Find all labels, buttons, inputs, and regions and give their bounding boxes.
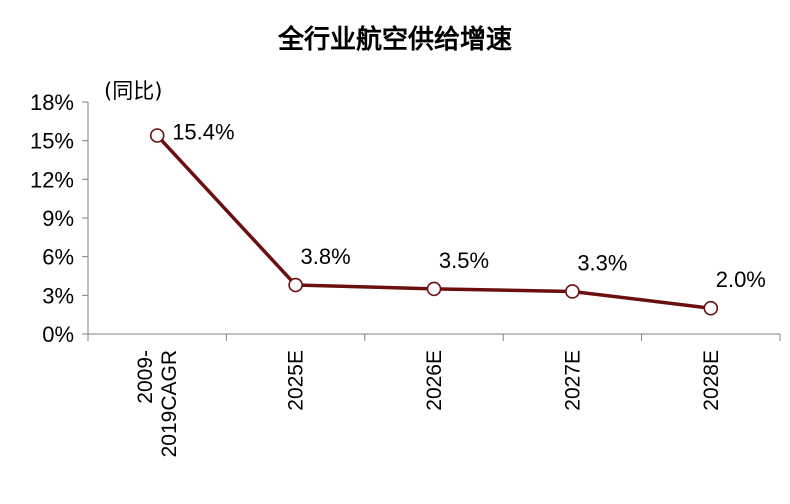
data-point (149, 128, 165, 143)
data-label: 3.8% (301, 244, 351, 269)
unit-label: (同比) (104, 79, 162, 103)
data-label: 3.5% (439, 248, 489, 273)
data-label: 15.4% (172, 120, 234, 145)
data-point (288, 277, 303, 293)
y-tick-label: 15% (30, 129, 74, 154)
y-tick-label: 9% (42, 206, 74, 231)
x-category-label: 2025E (285, 350, 308, 411)
y-tick-label: 0% (42, 322, 74, 347)
data-point (703, 300, 719, 316)
y-tick-label: 18% (30, 90, 74, 115)
y-tick-label: 3% (42, 283, 74, 308)
y-tick-label: 6% (42, 245, 74, 270)
y-axis-ticks: 0% 3% 6% 9% 12% 15% 18% (30, 90, 88, 347)
data-label: 3.3% (577, 250, 627, 275)
y-tick-label: 12% (30, 167, 74, 192)
series-group (149, 128, 719, 316)
data-point (565, 284, 580, 299)
data-point (426, 281, 442, 297)
data-labels: 15.4% 3.8% 3.5% 3.3% 2.0% (172, 120, 766, 293)
x-category-label: 2028E (700, 350, 723, 411)
x-axis-categories: 2009-2019CAGR 2025E 2026E 2027E 2028E (87, 334, 781, 457)
x-category-label: 2027E (561, 350, 584, 411)
x-category-label: 2009-2019CAGR (134, 350, 181, 457)
chart-title: 全行业航空供给增速 (277, 24, 512, 55)
x-category-label: 2026E (423, 350, 446, 411)
data-label: 2.0% (716, 267, 766, 292)
